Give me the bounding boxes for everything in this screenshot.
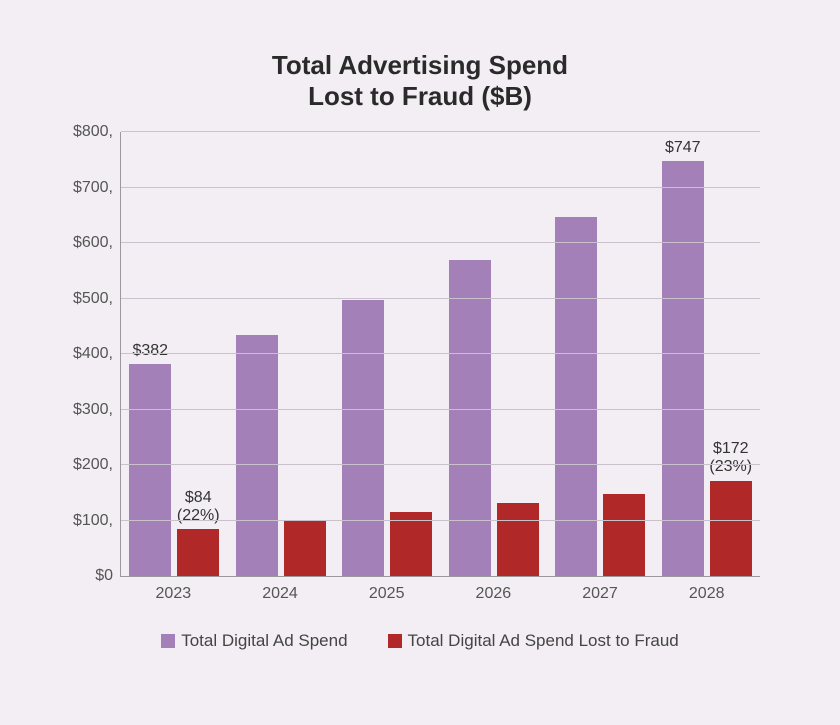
- bar-group: $382$84(22%): [121, 132, 228, 576]
- bar: $747: [662, 161, 704, 576]
- bar: $382: [129, 364, 171, 576]
- gridline: [121, 298, 760, 299]
- bar: [555, 217, 597, 576]
- legend-swatch: [388, 634, 402, 648]
- legend-item: Total Digital Ad Spend Lost to Fraud: [388, 631, 679, 651]
- plot-area: $382$84(22%)$747$172(23%) $0$100,$200,$3…: [120, 132, 760, 577]
- bar: [449, 260, 491, 576]
- gridline: [121, 131, 760, 132]
- y-axis-label: $300,: [73, 401, 121, 419]
- chart-title-line2: Lost to Fraud ($B): [60, 81, 780, 112]
- chart-area: $382$84(22%)$747$172(23%) $0$100,$200,$3…: [120, 132, 760, 603]
- chart-title: Total Advertising Spend Lost to Fraud ($…: [60, 50, 780, 112]
- bar-group: [547, 132, 654, 576]
- y-axis-label: $800,: [73, 123, 121, 141]
- legend-swatch: [161, 634, 175, 648]
- gridline: [121, 353, 760, 354]
- bar: $172(23%): [710, 481, 752, 576]
- bar-value-label: $747: [665, 139, 701, 157]
- x-axis-label: 2025: [333, 585, 440, 603]
- x-axis-label: 2027: [547, 585, 654, 603]
- bars-layer: $382$84(22%)$747$172(23%): [121, 132, 760, 576]
- bar: [497, 503, 539, 576]
- bar-group: [228, 132, 335, 576]
- legend-label: Total Digital Ad Spend Lost to Fraud: [408, 631, 679, 651]
- bar-group: [334, 132, 441, 576]
- y-axis-label: $0: [95, 567, 121, 585]
- bar: [284, 521, 326, 577]
- bar-value-label: $172(23%): [709, 440, 752, 477]
- x-axis-label: 2028: [653, 585, 760, 603]
- bar-value-label: $382: [132, 342, 168, 360]
- gridline: [121, 187, 760, 188]
- chart-container: Total Advertising Spend Lost to Fraud ($…: [0, 0, 840, 725]
- bar: [236, 335, 278, 576]
- bar-group: [441, 132, 548, 576]
- y-axis-label: $200,: [73, 456, 121, 474]
- gridline: [121, 520, 760, 521]
- legend-item: Total Digital Ad Spend: [161, 631, 347, 651]
- y-axis-label: $700,: [73, 179, 121, 197]
- legend-label: Total Digital Ad Spend: [181, 631, 347, 651]
- bar-group: $747$172(23%): [654, 132, 761, 576]
- x-axis-label: 2023: [120, 585, 227, 603]
- bar: [342, 300, 384, 576]
- y-axis-label: $400,: [73, 345, 121, 363]
- y-axis-label: $500,: [73, 290, 121, 308]
- gridline: [121, 242, 760, 243]
- bar: $84(22%): [177, 529, 219, 576]
- y-axis-label: $600,: [73, 234, 121, 252]
- chart-title-line1: Total Advertising Spend: [60, 50, 780, 81]
- gridline: [121, 464, 760, 465]
- bar: [603, 494, 645, 576]
- x-axis-labels: 202320242025202620272028: [120, 585, 760, 603]
- y-axis-label: $100,: [73, 512, 121, 530]
- x-axis-label: 2026: [440, 585, 547, 603]
- x-axis-label: 2024: [227, 585, 334, 603]
- legend: Total Digital Ad Spend Total Digital Ad S…: [60, 631, 780, 651]
- bar: [390, 512, 432, 576]
- gridline: [121, 409, 760, 410]
